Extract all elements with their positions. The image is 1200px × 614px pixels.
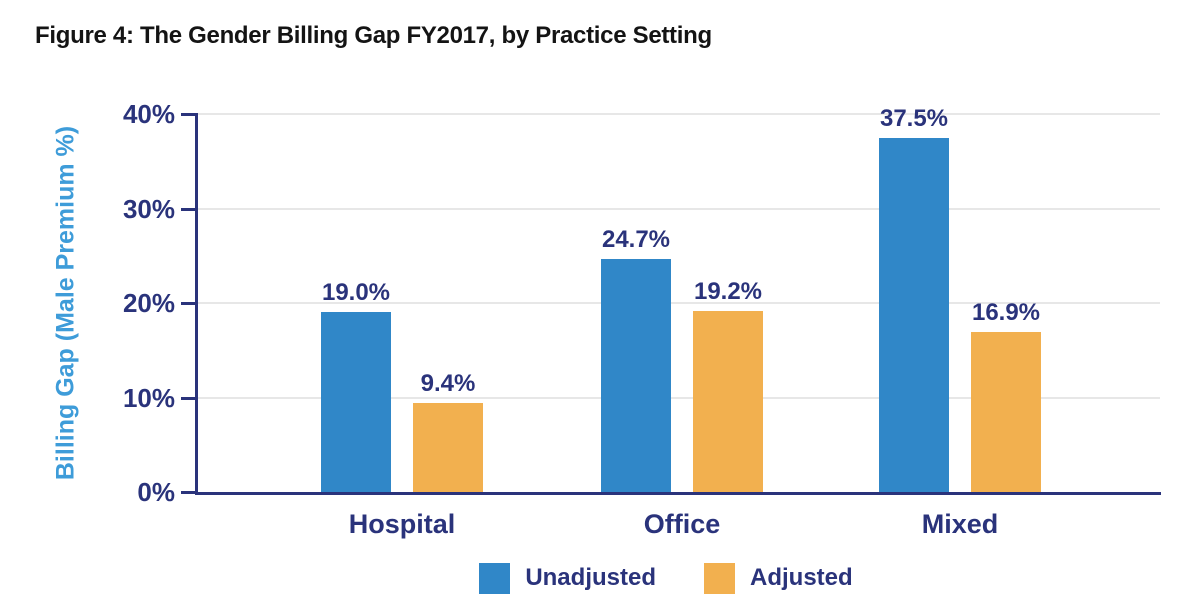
legend-swatch-unadjusted [479, 562, 511, 594]
legend-label: Adjusted [750, 564, 853, 591]
bar-value-label: 19.2% [693, 278, 763, 305]
y-tick-label: 20% [122, 288, 175, 318]
bar-value-label: 24.7% [601, 226, 671, 253]
gridline [198, 397, 1160, 399]
category-label-office: Office [643, 509, 721, 539]
legend: Unadjusted Adjusted [134, 558, 1198, 598]
gridline [198, 208, 1160, 210]
y-axis-tick [181, 208, 198, 211]
gridline [198, 302, 1160, 304]
gridline [198, 113, 1160, 115]
category-label-mixed: Mixed [921, 509, 999, 539]
y-tick-label: 30% [122, 194, 175, 224]
figure-title: Figure 4: The Gender Billing Gap FY2017,… [35, 22, 712, 49]
y-axis-tick [181, 397, 198, 400]
bar-value-label: 9.4% [420, 370, 476, 397]
category-label-hospital: Hospital [348, 509, 456, 539]
bar-adjusted-mixed [971, 332, 1041, 492]
bar-value-label: 16.9% [971, 299, 1041, 326]
y-axis-tick [181, 113, 198, 116]
y-axis-tick [181, 302, 198, 305]
bar-adjusted-office [693, 311, 763, 492]
legend-label: Unadjusted [525, 564, 656, 591]
legend-swatch-adjusted [704, 562, 735, 594]
y-axis-tick [181, 491, 198, 494]
bar-adjusted-hospital [413, 403, 483, 492]
x-axis-line [195, 492, 1161, 495]
y-tick-label: 40% [122, 99, 175, 129]
bar-unadjusted-office [601, 259, 671, 492]
bar-unadjusted-mixed [879, 138, 949, 492]
bar-value-label: 19.0% [321, 279, 391, 306]
y-tick-label: 10% [122, 383, 175, 413]
bar-value-label: 37.5% [879, 105, 949, 132]
bar-unadjusted-hospital [321, 312, 391, 492]
y-tick-label: 0% [137, 477, 175, 507]
legend-item-adjusted: Adjusted [704, 562, 853, 594]
legend-item-unadjusted: Unadjusted [479, 562, 656, 594]
